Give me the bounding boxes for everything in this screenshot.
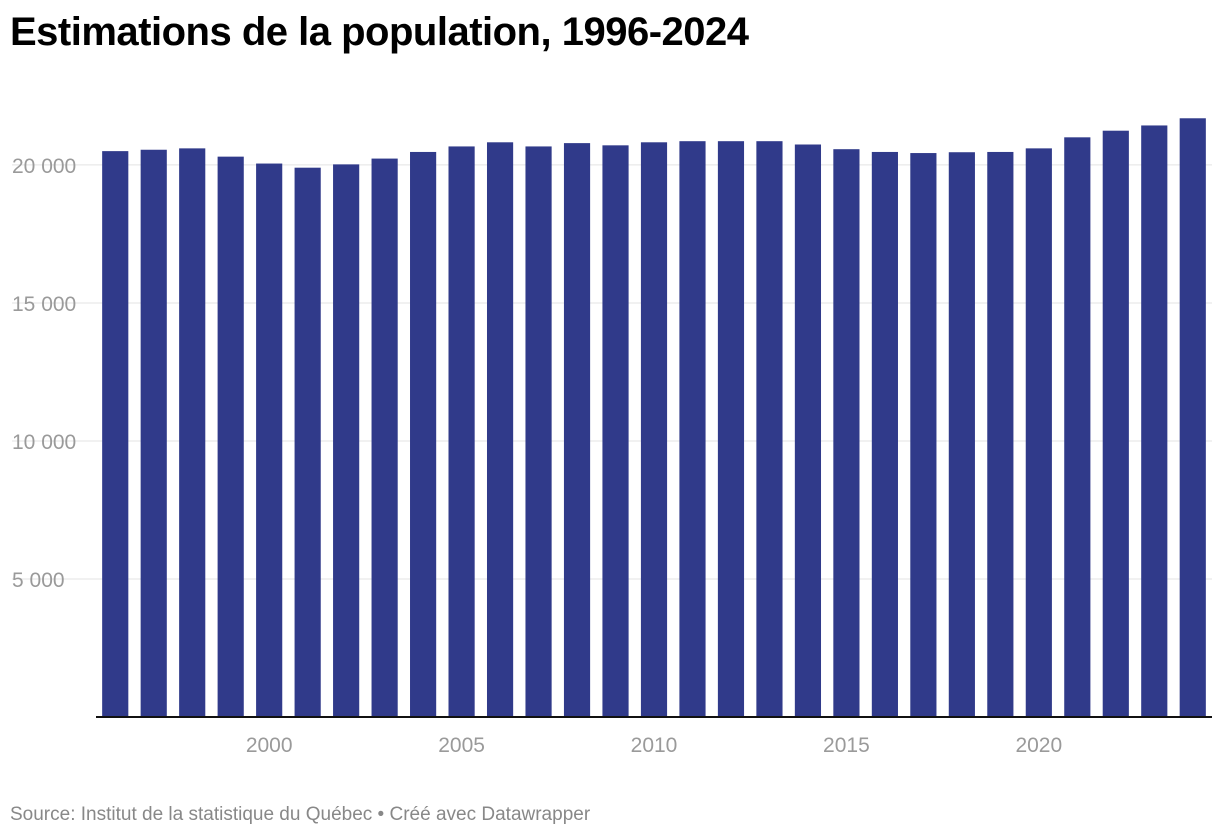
bar	[602, 145, 629, 718]
x-tick-label: 2020	[1015, 734, 1062, 757]
bar	[987, 151, 1014, 718]
bar	[333, 164, 360, 717]
bar	[948, 152, 975, 717]
credit-link[interactable]: Créé avec Datawrapper	[389, 804, 591, 825]
y-tick-label: 5 000	[12, 569, 65, 592]
source-text: Source: Institut de la statistique du Qu…	[10, 804, 373, 825]
x-tick-label: 2015	[823, 734, 870, 757]
bar	[294, 167, 321, 717]
y-axis-ticks: 5 000 10 000 15 000 20 000	[12, 155, 76, 592]
bar	[448, 146, 475, 718]
bar	[217, 156, 244, 718]
y-tick-label: 10 000	[12, 431, 76, 454]
bar	[794, 144, 822, 718]
y-tick-label: 20 000	[12, 155, 76, 178]
x-tick-label: 2000	[246, 734, 293, 757]
bar	[871, 151, 898, 718]
bar	[756, 141, 783, 717]
bar	[371, 158, 398, 718]
bar	[525, 146, 552, 718]
bar	[1141, 125, 1168, 717]
footer: Source: Institut de la statistique du Qu…	[10, 804, 590, 826]
bar	[102, 151, 129, 718]
bar	[1025, 148, 1052, 717]
bar	[1102, 130, 1129, 717]
bar	[640, 142, 668, 717]
bar	[179, 148, 206, 717]
y-tick-label: 15 000	[12, 293, 76, 316]
separator: •	[372, 804, 390, 825]
bar	[679, 141, 706, 717]
bar	[1064, 137, 1091, 718]
bars	[102, 118, 1206, 718]
bar	[833, 149, 860, 718]
bar	[256, 163, 283, 717]
bar	[140, 149, 167, 717]
x-axis-ticks: 2000 2005 2010 2015 2020	[246, 734, 1062, 757]
page-title: Estimations de la population, 1996-2024	[10, 10, 749, 54]
bar	[717, 141, 745, 717]
bar	[486, 142, 514, 717]
bar	[410, 151, 437, 718]
bar	[1179, 118, 1206, 717]
bar	[910, 153, 937, 717]
x-tick-label: 2005	[438, 734, 485, 757]
bar	[563, 143, 591, 717]
x-tick-label: 2010	[631, 734, 678, 757]
